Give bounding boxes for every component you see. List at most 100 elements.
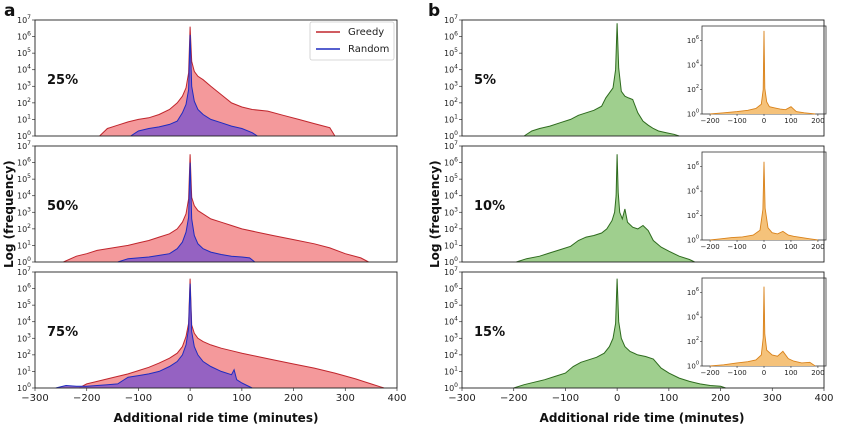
y-tick-label: 105 [444,299,458,310]
x-tick-label: 100 [232,393,251,404]
y-tick-label: 104 [444,316,458,327]
main-distribution-line [523,23,680,137]
inset-distribution-area [710,30,816,114]
inset-x-tick-label: 200 [811,117,824,125]
y-tick-label: 105 [444,47,458,58]
y-tick-label: 103 [444,332,458,343]
x-tick-label: −100 [125,393,152,404]
x-axis-label-a: Additional ride time (minutes) [114,411,319,425]
x-tick-label: 200 [284,393,303,404]
y-tick-label: 101 [444,113,458,124]
y-tick-label: 104 [17,316,31,327]
subplot-frame [461,19,825,137]
inset-x-tick-label: −100 [727,117,746,125]
subplot-frame [34,145,398,263]
subplot-b-2: 100 101 102 103 104 105 106 107 −200 −100 0 100 200 1… [444,140,827,267]
inset-distribution-area [710,286,816,366]
y-tick-label: 105 [17,299,31,310]
inset-y-tick-label: 104 [687,186,699,196]
subplot-a-2: 100 101 102 103 104 105 106 107 50% [17,140,398,267]
series-greedy-area [79,278,385,388]
y-tick-label: 100 [444,382,458,393]
main-distribution-area [524,23,680,136]
subplot-frame [461,145,825,263]
inset-x-tick-label: 200 [811,369,824,377]
inset-y-tick-label: 106 [687,161,699,171]
y-tick-label: 102 [444,349,458,360]
x-tick-label: −100 [552,393,579,404]
y-tick-label: 101 [444,365,458,376]
subplot-frame [34,19,398,137]
x-tick-label: 0 [614,393,620,404]
row-percentage-label: 75% [47,325,78,340]
subplot-frame [461,271,825,389]
x-tick-label: 300 [336,393,355,404]
inset-x-tick-label: 100 [784,369,797,377]
inset-distribution-line [710,30,816,115]
series-random-area [130,34,258,136]
legend-greedy-label: Greedy [348,27,384,38]
x-tick-label: −300 [448,393,475,404]
x-tick-label: 100 [659,393,678,404]
inset-x-tick-label: 0 [762,243,766,251]
inset-y-tick-label: 104 [687,60,699,70]
y-tick-label: 106 [444,31,458,42]
main-distribution-line [513,278,726,389]
y-tick-label: 100 [444,130,458,141]
inset-y-tick-label: 102 [687,336,699,346]
y-tick-label: 106 [444,283,458,294]
inset-distribution-line [710,286,816,367]
y-tick-label: 101 [17,365,31,376]
y-tick-label: 103 [444,80,458,91]
series-greedy-line [63,154,369,263]
y-tick-label: 100 [17,256,31,267]
inset-x-tick-label: −200 [700,243,719,251]
y-tick-label: 102 [17,97,31,108]
x-tick-label: 200 [711,393,730,404]
main-distribution-line [516,154,695,263]
x-tick-label: −200 [500,393,527,404]
y-tick-label: 103 [17,206,31,217]
y-tick-label: 106 [17,283,31,294]
y-tick-label: 101 [17,113,31,124]
inset-x-tick-label: 0 [762,117,766,125]
y-tick-label: 104 [17,64,31,75]
x-axis-label-b: Additional ride time (minutes) [540,411,745,425]
panel-a-label: a [4,1,15,21]
panel-b-label: b [428,1,440,21]
series-random-line [55,283,253,389]
row-percentage-label: 10% [474,199,505,214]
y-tick-label: 107 [444,14,458,25]
inset-x-tick-label: 0 [762,369,766,377]
y-tick-label: 102 [17,349,31,360]
inset-y-tick-label: 100 [687,235,699,245]
x-tick-label: −200 [73,393,100,404]
inset-x-tick-label: −100 [727,369,746,377]
y-tick-label: 107 [444,266,458,277]
x-tick-label: 400 [814,393,833,404]
y-tick-label: 101 [17,239,31,250]
inset-y-tick-label: 102 [687,84,699,94]
inset-x-tick-label: 100 [784,243,797,251]
row-percentage-label: 50% [47,199,78,214]
main-distribution-area [513,278,726,388]
y-axis-label-b: Log (frequency) [428,160,442,268]
y-axis-label-a: Log (frequency) [2,160,16,268]
y-tick-label: 100 [17,130,31,141]
x-tick-label: 300 [763,393,782,404]
series-greedy-line [99,26,336,137]
subplot-frame [34,271,398,389]
subplot-b-1: 100 101 102 103 104 105 106 107 −200 −100 0 100 200 1… [444,14,827,141]
inset-y-tick-label: 106 [687,35,699,45]
y-tick-label: 106 [17,157,31,168]
x-tick-label: 400 [387,393,406,404]
y-tick-label: 101 [444,239,458,250]
x-tick-label: 0 [187,393,193,404]
series-random-line [117,162,256,263]
y-tick-label: 100 [17,382,31,393]
y-tick-label: 100 [444,256,458,267]
inset-distribution-area [710,161,818,240]
y-tick-label: 107 [17,140,31,151]
inset-y-tick-label: 106 [687,287,699,297]
